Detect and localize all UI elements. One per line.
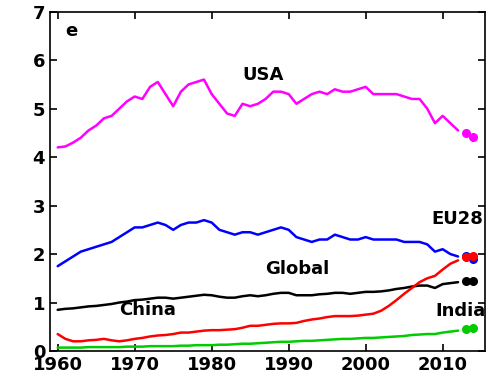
Text: EU28: EU28 xyxy=(431,210,483,228)
Text: USA: USA xyxy=(242,66,284,83)
Text: India: India xyxy=(435,302,485,320)
Text: China: China xyxy=(120,301,176,319)
Text: Global: Global xyxy=(266,261,330,278)
Text: e: e xyxy=(66,22,78,40)
